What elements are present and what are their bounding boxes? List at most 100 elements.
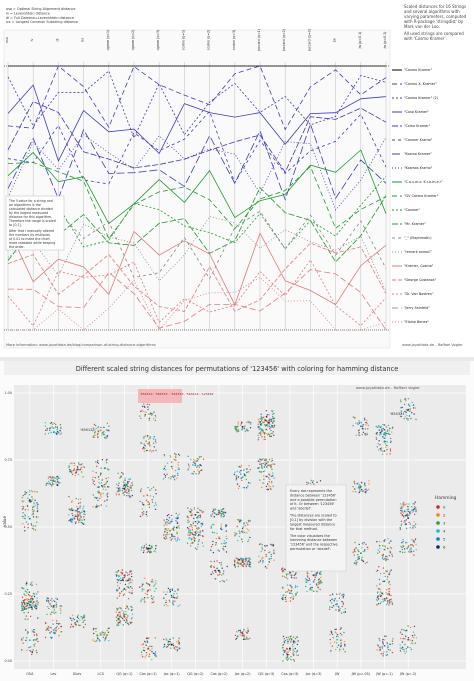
data-dot <box>74 514 77 516</box>
data-dot <box>202 530 204 532</box>
data-dot <box>46 427 48 430</box>
data-dot <box>236 431 238 433</box>
data-dot <box>341 594 343 596</box>
data-dot <box>384 557 386 560</box>
data-dot <box>385 597 388 599</box>
data-dot <box>115 571 117 573</box>
data-dot <box>130 486 132 488</box>
data-dot <box>329 600 332 602</box>
data-dot <box>257 426 260 429</box>
data-dot <box>168 599 171 601</box>
data-dot <box>304 578 307 580</box>
data-dot <box>154 414 157 417</box>
data-dot <box>32 592 35 595</box>
legend-entry: "Cosmer Kramo" <box>404 138 433 142</box>
data-dot <box>197 543 199 545</box>
data-dot <box>68 466 70 468</box>
data-dot <box>143 646 145 649</box>
data-dot <box>378 429 380 431</box>
data-dot <box>361 433 363 436</box>
data-dot <box>380 447 383 449</box>
data-dot <box>108 486 110 488</box>
data-dot <box>77 468 80 471</box>
data-dot <box>151 651 153 653</box>
data-dot <box>262 421 264 423</box>
data-dot <box>177 468 179 470</box>
data-dot <box>384 539 386 541</box>
data-dot <box>30 604 32 606</box>
data-dot <box>117 490 119 493</box>
data-dot <box>107 468 109 470</box>
data-dot <box>76 468 78 471</box>
data-dot <box>406 629 408 632</box>
data-dot <box>34 525 37 527</box>
data-dot <box>363 541 365 544</box>
data-dot <box>59 612 62 614</box>
bottom-title: Different scaled string distances for pe… <box>76 365 399 373</box>
data-dot <box>318 583 320 586</box>
data-dot <box>176 649 178 651</box>
data-dot <box>410 547 412 549</box>
data-dot <box>305 581 307 584</box>
data-dot <box>172 475 174 477</box>
data-dot <box>201 522 204 525</box>
data-dot <box>377 645 379 647</box>
data-dot <box>104 437 107 439</box>
data-dot <box>97 430 99 432</box>
data-dot <box>32 516 35 518</box>
data-dot <box>124 479 126 481</box>
data-dot <box>96 434 99 436</box>
data-dot <box>319 581 321 583</box>
data-dot <box>94 434 96 436</box>
data-dot <box>318 578 320 580</box>
data-dot <box>117 622 119 624</box>
data-dot <box>104 639 106 642</box>
data-dot <box>102 488 105 490</box>
data-dot <box>24 491 26 493</box>
data-dot <box>52 619 54 621</box>
data-dot <box>406 548 408 550</box>
data-dot <box>164 523 166 525</box>
data-dot <box>292 648 294 650</box>
axis-label: jw (p=0.1) <box>358 32 362 50</box>
x-tick-label: Jac (q=2) <box>234 672 251 676</box>
data-dot <box>379 649 381 652</box>
data-dot <box>149 413 151 415</box>
data-dot <box>148 550 150 553</box>
data-dot <box>358 556 360 558</box>
data-dot <box>260 417 262 420</box>
data-dot <box>155 545 157 547</box>
data-dot <box>415 509 417 511</box>
data-dot <box>296 643 299 646</box>
data-dot <box>171 588 173 590</box>
data-dot <box>264 459 266 461</box>
data-dot <box>148 419 151 422</box>
data-dot <box>154 508 157 510</box>
data-dot <box>235 637 238 640</box>
data-dot <box>353 554 355 556</box>
data-dot <box>165 638 167 640</box>
data-dot <box>245 478 247 481</box>
data-dot <box>120 607 122 610</box>
data-dot <box>188 467 190 469</box>
data-dot <box>386 448 388 451</box>
legend-entry: "Kosmo Kramer" <box>404 152 432 156</box>
data-dot <box>199 509 201 511</box>
data-dot <box>154 419 157 422</box>
x-tick-label: QG (q=1) <box>116 672 133 676</box>
data-dot <box>30 650 32 653</box>
data-dot <box>148 653 151 655</box>
data-dot <box>289 584 291 586</box>
data-dot <box>268 458 271 461</box>
data-dot <box>54 632 56 635</box>
data-dot <box>170 461 173 463</box>
data-dot <box>293 574 295 576</box>
data-dot <box>105 477 107 480</box>
data-dot <box>148 438 150 440</box>
data-dot <box>413 503 415 505</box>
data-dot <box>380 591 382 593</box>
data-dot <box>339 650 341 652</box>
data-dot <box>127 579 129 581</box>
data-dot <box>335 635 338 638</box>
data-dot <box>170 596 173 599</box>
